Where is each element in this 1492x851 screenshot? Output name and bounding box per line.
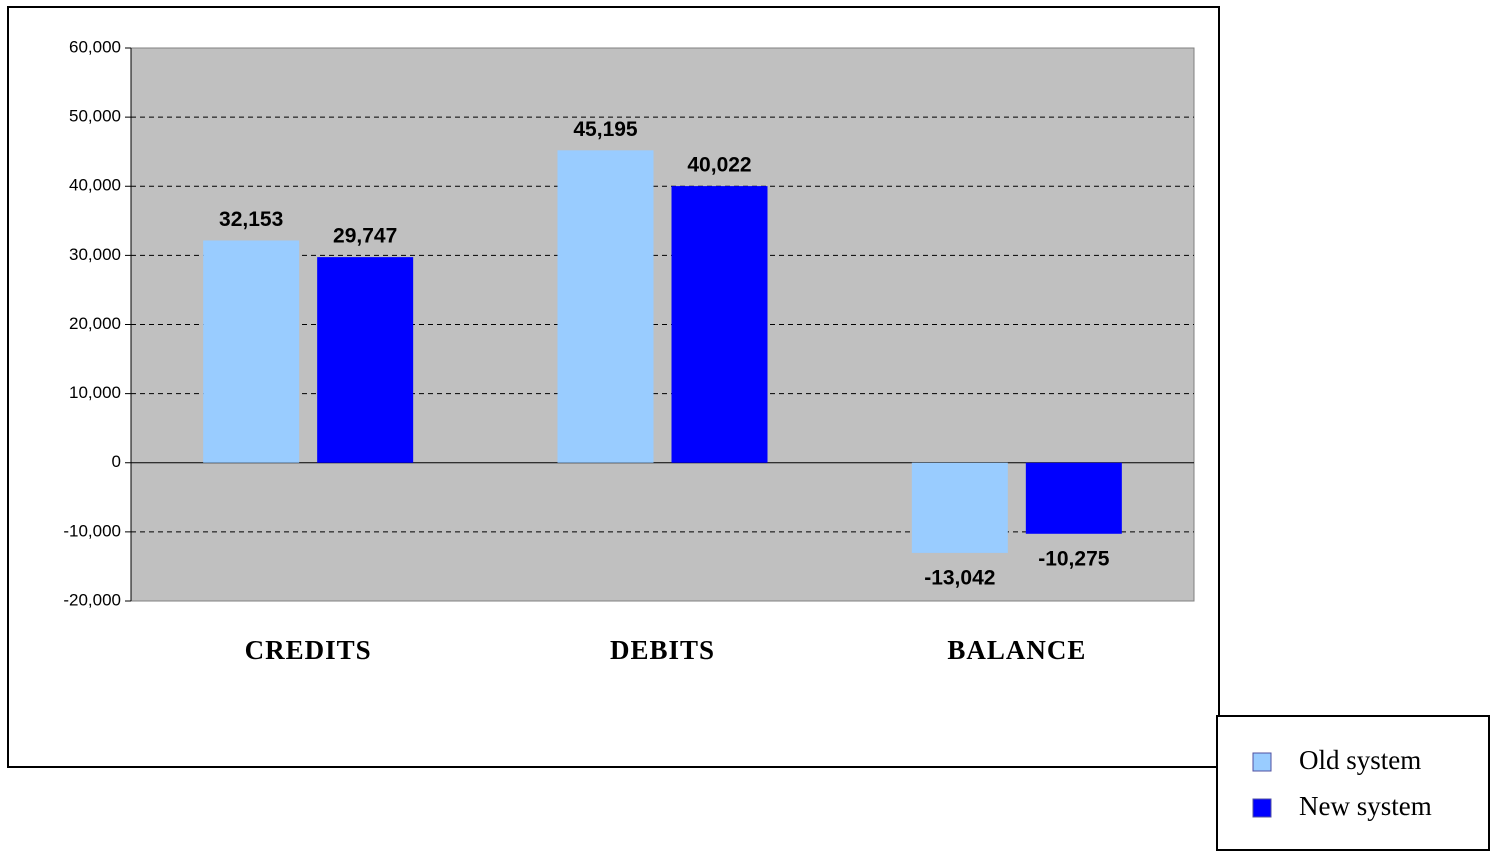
bar	[671, 186, 768, 463]
y-tick-label: 0	[112, 452, 121, 471]
legend-label: Old system	[1299, 745, 1421, 775]
data-label: -10,275	[1038, 547, 1110, 570]
y-tick-label: 10,000	[69, 383, 121, 402]
bar	[203, 240, 300, 463]
bar	[557, 150, 654, 463]
data-label: 45,195	[573, 118, 638, 141]
data-label: -13,042	[924, 566, 995, 589]
legend-box	[1216, 715, 1490, 851]
data-label: 32,153	[219, 208, 283, 231]
bar	[317, 257, 414, 463]
legend-label: New system	[1299, 791, 1432, 821]
x-tick-label: CREDITS	[245, 635, 372, 665]
y-tick-label: -10,000	[63, 521, 121, 540]
data-label: 40,022	[687, 154, 751, 177]
y-tick-label: 60,000	[69, 37, 121, 56]
data-label: 29,747	[333, 225, 397, 248]
y-tick-label: 30,000	[69, 245, 121, 264]
y-tick-label: 50,000	[69, 107, 121, 126]
y-tick-label: 40,000	[69, 176, 121, 195]
x-tick-label: DEBITS	[610, 635, 715, 665]
legend-swatch	[1252, 798, 1272, 818]
x-tick-label: BALANCE	[947, 635, 1086, 665]
y-tick-label: -20,000	[63, 590, 121, 609]
bar	[911, 462, 1008, 553]
bar	[1025, 462, 1122, 534]
y-tick-label: 20,000	[69, 314, 121, 333]
legend-swatch	[1252, 752, 1272, 772]
